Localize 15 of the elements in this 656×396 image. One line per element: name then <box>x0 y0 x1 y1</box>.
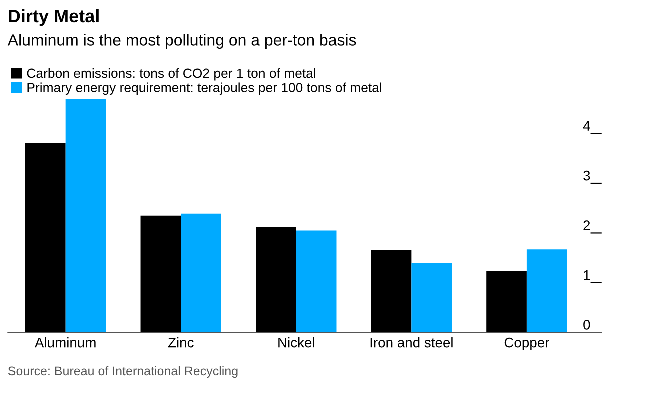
y-tick-label: 4 <box>583 121 590 131</box>
y-tick-label: 2 <box>584 220 590 230</box>
y-tick-label: 3 <box>584 170 590 181</box>
chart-title: Dirty Metal <box>9 9 99 26</box>
chart-subtitle: Aluminum is the most polluting on a per-ton basis <box>8 34 356 50</box>
legend-label: Carbon emissions: tons of CO2 per 1 ton of metal <box>27 68 316 81</box>
legend-label: Primary energy requirement: terajoules per 100 tons of metal <box>28 82 382 96</box>
y-tick-label: 0 <box>584 320 590 330</box>
source-note: Source: Bureau of International Recycling <box>8 366 238 378</box>
y-tick-label: 1 <box>584 270 590 280</box>
x-tick-label: Copper <box>504 338 550 350</box>
x-tick-label: Nickel <box>278 338 314 348</box>
x-tick-label: Zinc <box>168 338 194 348</box>
x-tick-label: Aluminum <box>34 338 96 348</box>
x-tick-label: Iron and steel <box>370 338 453 348</box>
